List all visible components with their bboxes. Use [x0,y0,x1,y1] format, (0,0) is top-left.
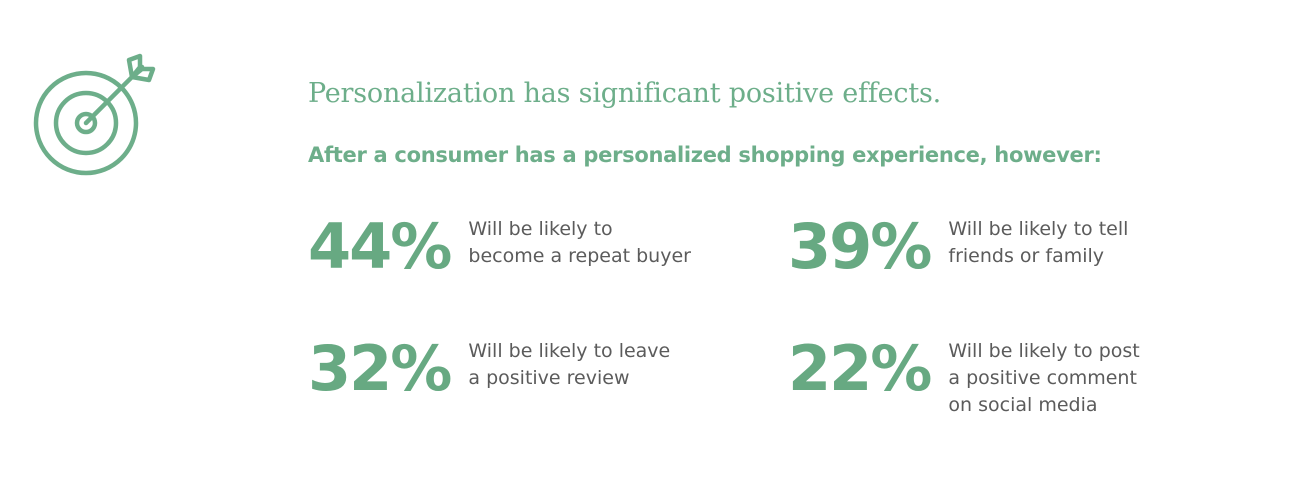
stat-tell-friends: 39% Will be likely to tell friends or fa… [788,216,1128,278]
stat-description-line: a positive comment [948,367,1137,389]
stat-social-comment: 22% Will be likely to post a positive co… [788,338,1140,419]
stat-description-line: Will be likely to leave [468,340,671,362]
stat-value: 44% [308,210,452,283]
stat-description-line: on social media [948,394,1098,416]
stat-positive-review: 32% Will be likely to leave a positive r… [308,338,670,400]
stat-description: Will be likely to tell friends or family [948,216,1128,270]
stat-description-line: Will be likely to [468,218,613,240]
stat-description-line: become a repeat buyer [468,245,691,267]
stat-value: 22% [788,332,932,405]
target-with-arrow-icon [33,53,156,176]
stat-description: Will be likely to post a positive commen… [948,338,1139,419]
stat-description: Will be likely to leave a positive revie… [468,338,670,392]
page-title: Personalization has significant positive… [308,78,942,109]
stat-value: 39% [788,210,932,283]
stat-description: Will be likely to become a repeat buyer [468,216,691,270]
stat-repeat-buyer: 44% Will be likely to become a repeat bu… [308,216,691,278]
subtitle: After a consumer has a personalized shop… [308,143,1102,167]
stat-description-line: Will be likely to tell [948,218,1129,240]
stat-description-line: a positive review [468,367,630,389]
stat-value: 32% [308,332,452,405]
stat-description-line: Will be likely to post [948,340,1140,362]
stat-description-line: friends or family [948,245,1105,267]
